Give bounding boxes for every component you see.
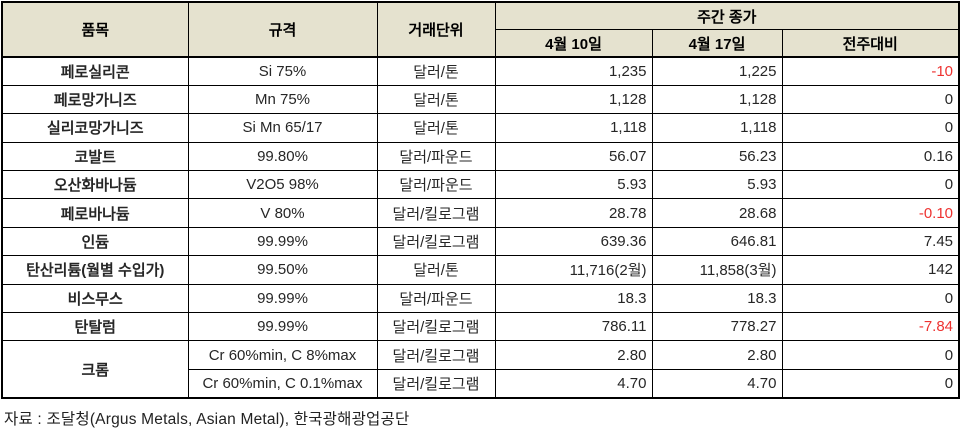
item-cell: 실리코망가니즈 bbox=[1, 113, 189, 143]
header-row-top: 품목 규격 거래단위 주간 종가 bbox=[1, 1, 960, 58]
price-apr17-cell: 2.80 bbox=[651, 340, 783, 370]
unit-cell: 달러/톤 bbox=[376, 84, 496, 115]
col-header-apr17: 4월 17일 bbox=[651, 29, 783, 58]
metal-price-table: 품목 규격 거래단위 주간 종가 4월 10일 4월 17일 전주대비 페로실리… bbox=[1, 1, 960, 399]
change-cell: 142 bbox=[781, 255, 960, 285]
spec-cell: 99.99% bbox=[187, 312, 378, 342]
spec-cell: V 80% bbox=[187, 198, 378, 228]
table-row: 탄탈럼 99.99% 달러/킬로그램 786.11 778.27 -7.84 bbox=[1, 312, 960, 342]
spec-cell: Si Mn 65/17 bbox=[187, 113, 378, 143]
item-cell: 오산화바나듐 bbox=[1, 170, 189, 200]
price-apr10-cell: 5.93 bbox=[494, 170, 653, 200]
price-apr10-cell: 56.07 bbox=[494, 141, 653, 172]
price-apr10-cell: 1,118 bbox=[494, 113, 653, 143]
price-apr17-cell: 28.68 bbox=[651, 198, 783, 228]
spec-cell: 99.80% bbox=[187, 141, 378, 172]
price-apr10-cell: 1,235 bbox=[494, 56, 653, 86]
price-apr17-cell: 1,128 bbox=[651, 84, 783, 115]
table-row: 실리코망가니즈 Si Mn 65/17 달러/톤 1,118 1,118 0 bbox=[1, 113, 960, 143]
spec-cell: Si 75% bbox=[187, 56, 378, 86]
spec-cell: Mn 75% bbox=[187, 84, 378, 115]
change-cell: 0 bbox=[781, 340, 960, 370]
price-apr17-cell: 5.93 bbox=[651, 170, 783, 200]
table-body: 페로실리콘 Si 75% 달러/톤 1,235 1,225 -10 페로망가니즈… bbox=[1, 56, 960, 399]
item-cell: 페로바나듐 bbox=[1, 198, 189, 228]
change-cell: 0 bbox=[781, 170, 960, 200]
table-row: 비스무스 99.99% 달러/파운드 18.3 18.3 0 bbox=[1, 283, 960, 314]
table-row: 페로바나듐 V 80% 달러/킬로그램 28.78 28.68 -0.10 bbox=[1, 198, 960, 228]
spec-cell: 99.50% bbox=[187, 255, 378, 285]
unit-cell: 달러/톤 bbox=[376, 56, 496, 86]
unit-cell: 달러/톤 bbox=[376, 255, 496, 285]
col-header-weekly-close: 주간 종가 bbox=[494, 1, 960, 30]
item-cell: 페로망가니즈 bbox=[1, 84, 189, 115]
table-row: 코발트 99.80% 달러/파운드 56.07 56.23 0.16 bbox=[1, 141, 960, 172]
spec-cell: 99.99% bbox=[187, 226, 378, 257]
spec-cell: Cr 60%min, C 0.1%max bbox=[187, 368, 378, 399]
change-cell: -7.84 bbox=[781, 312, 960, 342]
header-row-sub: 4월 10일 4월 17일 전주대비 bbox=[2, 29, 960, 58]
unit-cell: 달러/톤 bbox=[376, 113, 496, 143]
table-row: 페로실리콘 Si 75% 달러/톤 1,235 1,225 -10 bbox=[1, 56, 960, 86]
col-header-change: 전주대비 bbox=[781, 29, 960, 58]
price-apr10-cell: 1,128 bbox=[494, 84, 653, 115]
spec-cell: V2O5 98% bbox=[187, 170, 378, 200]
table-row: 오산화바나듐 V2O5 98% 달러/파운드 5.93 5.93 0 bbox=[1, 170, 960, 200]
table-row: 인듐 99.99% 달러/킬로그램 639.36 646.81 7.45 bbox=[1, 226, 960, 257]
price-apr10-cell: 18.3 bbox=[494, 283, 653, 314]
source-note: 자료 : 조달청(Argus Metals, Asian Metal), 한국광… bbox=[4, 410, 410, 428]
item-cell: 비스무스 bbox=[1, 283, 189, 314]
table-header: 품목 규격 거래단위 주간 종가 4월 10일 4월 17일 전주대비 bbox=[1, 1, 960, 58]
price-apr10-cell: 639.36 bbox=[494, 226, 653, 257]
price-apr17-cell: 18.3 bbox=[651, 283, 783, 314]
price-apr17-cell: 56.23 bbox=[651, 141, 783, 172]
table-row: 크롬 Cr 60%min, C 8%max 달러/킬로그램 2.80 2.80 … bbox=[1, 340, 960, 399]
price-apr17-cell: 1,225 bbox=[651, 56, 783, 86]
change-cell: -10 bbox=[781, 56, 960, 86]
change-cell: -0.10 bbox=[781, 198, 960, 228]
unit-cell: 달러/킬로그램 bbox=[376, 198, 496, 228]
price-apr10-cell: 28.78 bbox=[494, 198, 653, 228]
price-apr17-cell: 646.81 bbox=[651, 226, 783, 257]
change-cell: 0 bbox=[781, 283, 960, 314]
price-apr10-cell: 786.11 bbox=[494, 312, 653, 342]
unit-cell: 달러/파운드 bbox=[376, 283, 496, 314]
item-cell: 인듐 bbox=[1, 226, 189, 257]
table-row: 탄산리튬(월별 수입가) 99.50% 달러/톤 11,716(2월) 11,8… bbox=[1, 255, 960, 285]
price-apr10-cell: 2.80 bbox=[494, 340, 653, 370]
unit-cell: 달러/킬로그램 bbox=[376, 312, 496, 342]
unit-cell: 달러/킬로그램 bbox=[376, 340, 496, 370]
item-cell: 탄산리튬(월별 수입가) bbox=[1, 255, 189, 285]
col-header-spec: 규격 bbox=[187, 1, 378, 58]
change-cell: 0 bbox=[781, 84, 960, 115]
table-row: 페로망가니즈 Mn 75% 달러/톤 1,128 1,128 0 bbox=[1, 84, 960, 115]
price-apr17-cell: 778.27 bbox=[651, 312, 783, 342]
item-cell: 크롬 bbox=[1, 340, 189, 399]
col-header-apr10: 4월 10일 bbox=[494, 29, 653, 58]
spec-cell: Cr 60%min, C 8%max bbox=[187, 340, 378, 370]
price-apr17-cell: 1,118 bbox=[651, 113, 783, 143]
change-cell: 0 bbox=[781, 368, 960, 399]
item-cell: 탄탈럼 bbox=[1, 312, 189, 342]
price-apr10-cell: 11,716(2월) bbox=[494, 255, 653, 285]
unit-cell: 달러/킬로그램 bbox=[376, 226, 496, 257]
unit-cell: 달러/파운드 bbox=[376, 141, 496, 172]
item-cell: 코발트 bbox=[1, 141, 189, 172]
item-cell: 페로실리콘 bbox=[1, 56, 189, 86]
change-cell: 0.16 bbox=[781, 141, 960, 172]
change-cell: 7.45 bbox=[781, 226, 960, 257]
col-header-unit: 거래단위 bbox=[376, 1, 496, 58]
price-apr17-cell: 11,858(3월) bbox=[651, 255, 783, 285]
col-header-item: 품목 bbox=[1, 1, 189, 58]
price-apr17-cell: 4.70 bbox=[651, 368, 783, 399]
price-apr10-cell: 4.70 bbox=[494, 368, 653, 399]
change-cell: 0 bbox=[781, 113, 960, 143]
unit-cell: 달러/파운드 bbox=[376, 170, 496, 200]
unit-cell: 달러/킬로그램 bbox=[376, 368, 496, 399]
spec-cell: 99.99% bbox=[187, 283, 378, 314]
